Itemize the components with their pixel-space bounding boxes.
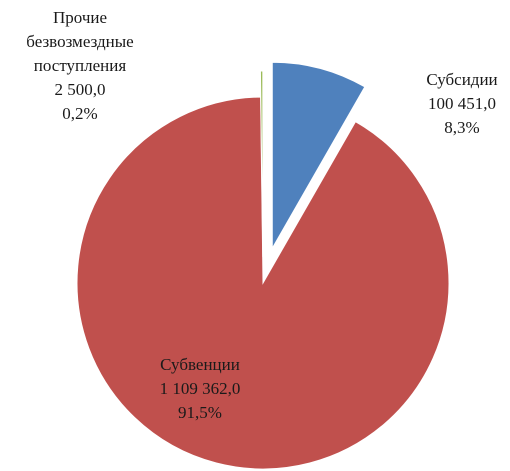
slice-label: Субсидии 100 451,0 8,3% [407, 68, 510, 140]
category-label: Субсидии [426, 70, 498, 89]
pie-slice [76, 96, 450, 470]
percent-label: 8,3% [444, 118, 480, 137]
pie-slice [259, 70, 264, 258]
value-label: 1 109 362,0 [159, 379, 241, 398]
slice-label: Прочие безвозмездные поступления 2 500,0 0… [18, 6, 143, 126]
pie-slice [271, 61, 366, 251]
value-label: 2 500,0 [54, 80, 106, 99]
category-label: Субвенции [160, 355, 240, 374]
value-label: 100 451,0 [428, 94, 496, 113]
slice-label: Субвенции 1 109 362,0 91,5% [120, 353, 280, 425]
category-label: Прочие безвозмездные поступления [26, 8, 134, 75]
percent-label: 0,2% [62, 104, 98, 123]
percent-label: 91,5% [178, 403, 222, 422]
